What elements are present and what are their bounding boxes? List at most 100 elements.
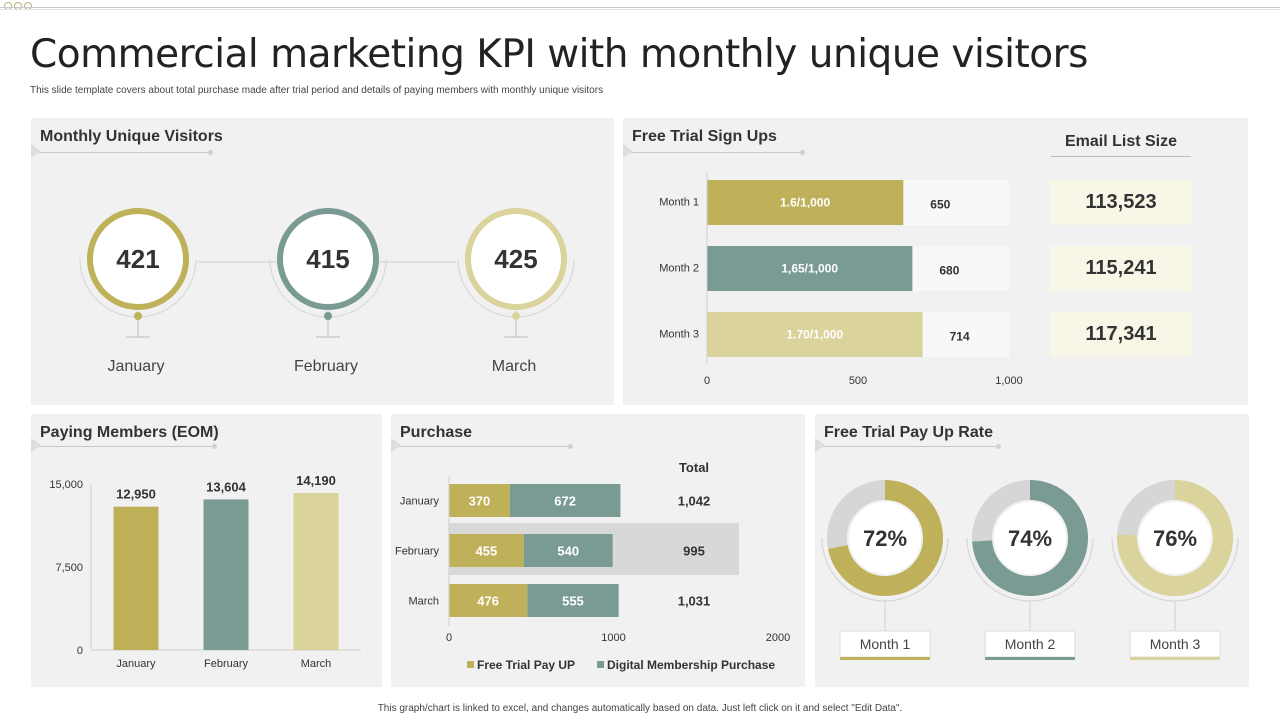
payup-donut-center xyxy=(994,502,1066,574)
paying-category-label: January xyxy=(116,658,156,670)
paying-members-title: Paying Members (EOM) xyxy=(40,424,219,441)
visitor-value: 415 xyxy=(306,244,349,274)
email-list-value: 115,241 xyxy=(1050,246,1192,291)
purchase-total-value: 995 xyxy=(683,544,705,559)
payup-month-label: Month 3 xyxy=(1150,636,1201,652)
purchase-segment-label: 540 xyxy=(557,544,579,559)
paying-members-chart: 0 7,500 15,000 12,950 January 13,604 February 1… xyxy=(49,473,361,670)
visitors-title-underline xyxy=(39,150,213,155)
signup-category-label: Month 1 xyxy=(659,197,699,209)
paying-members-title-underline xyxy=(39,444,217,449)
signup-bar xyxy=(707,180,904,225)
payup-value-label: 76% xyxy=(1153,526,1197,551)
purchase-total-value: 1,031 xyxy=(678,594,711,609)
payup-month-tab-underline xyxy=(985,657,1075,660)
purchase-segment-label: 672 xyxy=(554,494,576,509)
signup-bar xyxy=(707,312,923,357)
page-title: Commercial marketing KPI with monthly un… xyxy=(30,32,1089,77)
paying-bar xyxy=(113,506,159,650)
visitor-month-label: January xyxy=(108,358,165,375)
visitors-graphic: 421 January 415 February 425 March xyxy=(79,208,575,375)
visitor-ring xyxy=(465,208,567,310)
signup-tick-label: 1,000 xyxy=(995,375,1023,387)
payup-donut-value-arc xyxy=(828,480,943,596)
signup-value-label: 680 xyxy=(939,264,959,278)
signup-value-label: 650 xyxy=(930,198,950,212)
paying-members-title-marker xyxy=(31,438,41,452)
email-list-underline xyxy=(1051,156,1191,157)
signups-title-marker xyxy=(623,144,633,158)
payup-rate-title: Free Trial Pay Up Rate xyxy=(824,424,993,441)
page-subtitle: This slide template covers about total p… xyxy=(30,85,604,96)
payup-month-tab xyxy=(839,630,931,658)
visitors-panel: Monthly Unique Visitors 421 January 415 Feb… xyxy=(31,118,614,405)
purchase-segment-label: 555 xyxy=(562,594,584,609)
payup-rate-panel: Free Trial Pay Up Rate 72% Month 1 74% Mont… xyxy=(815,414,1249,687)
purchase-total-header: Total xyxy=(679,460,709,475)
purchase-title: Purchase xyxy=(400,424,473,441)
purchase-bar-segment xyxy=(449,534,524,567)
email-list-title: Email List Size xyxy=(1064,133,1178,150)
top-rule xyxy=(0,7,1280,8)
paying-bar xyxy=(203,499,249,650)
purchase-category-label: February xyxy=(395,546,440,558)
visitor-value: 425 xyxy=(494,244,537,274)
payup-value-label: 72% xyxy=(863,526,907,551)
purchase-total-value: 1,042 xyxy=(678,494,711,509)
footer-note: This graph/chart is linked to excel, and… xyxy=(377,703,903,714)
purchase-bar-segment xyxy=(527,584,619,617)
payup-rate-title-underline xyxy=(823,444,1001,449)
signups-chart: 1.6/1,000 650 Month 1 1,65/1,000 680 Month 2 1… xyxy=(659,173,1023,387)
payup-donut-value-arc xyxy=(972,480,1088,596)
visitor-dot xyxy=(512,312,520,320)
visitor-dot xyxy=(134,312,142,320)
visitor-month-label: March xyxy=(492,358,536,375)
purchase-title-underline xyxy=(399,444,573,449)
payup-month-label: Month 1 xyxy=(860,636,911,652)
paying-members-panel: Paying Members (EOM) 0 7,500 15,000 12,950 J… xyxy=(31,414,382,687)
paying-bar xyxy=(293,492,339,650)
purchase-title-marker xyxy=(391,438,401,452)
signup-tick-label: 0 xyxy=(704,375,710,387)
visitors-title-marker xyxy=(31,144,41,158)
payup-value-label: 74% xyxy=(1008,526,1052,551)
signup-tick-label: 500 xyxy=(849,375,867,387)
purchase-category-label: March xyxy=(408,596,439,608)
signup-bar-label: 1.6/1,000 xyxy=(780,196,830,210)
purchase-bar-segment xyxy=(523,534,613,567)
payup-donut-value-arc xyxy=(1117,480,1233,596)
purchase-chart: Total 370 672 1,042 January 455 540 995 February… xyxy=(395,460,790,672)
purchase-legend-swatch xyxy=(467,661,474,668)
signup-category-label: Month 2 xyxy=(659,263,699,275)
payup-month-tab-underline xyxy=(840,657,930,660)
signup-bar-label: 1.70/1,000 xyxy=(786,328,843,342)
purchase-bar-segment xyxy=(509,484,621,517)
signups-title-underline xyxy=(631,150,805,155)
purchase-tick-label: 2000 xyxy=(766,632,790,644)
visitor-ring xyxy=(87,208,189,310)
purchase-tick-label: 1000 xyxy=(601,632,625,644)
visitors-title: Monthly Unique Visitors xyxy=(40,128,223,145)
paying-tick-label: 7,500 xyxy=(55,562,83,574)
top-rule-secondary xyxy=(0,9,1280,10)
purchase-bar-segment xyxy=(449,484,510,517)
email-list-value: 113,523 xyxy=(1050,180,1192,225)
paying-value-label: 14,190 xyxy=(296,473,336,488)
paying-category-label: February xyxy=(204,658,249,670)
paying-tick-label: 15,000 xyxy=(49,479,83,491)
payup-month-label: Month 2 xyxy=(1005,636,1056,652)
visitor-ring xyxy=(277,208,379,310)
purchase-segment-label: 370 xyxy=(469,494,491,509)
purchase-legend-swatch xyxy=(597,661,604,668)
signup-category-label: Month 3 xyxy=(659,329,699,341)
email-list-value: 117,341 xyxy=(1050,312,1192,357)
purchase-tick-label: 0 xyxy=(446,632,452,644)
purchase-category-label: January xyxy=(400,496,440,508)
purchase-segment-label: 476 xyxy=(477,594,499,609)
signup-value-label: 714 xyxy=(950,330,970,344)
payup-donut-center xyxy=(1139,502,1211,574)
purchase-bar-segment xyxy=(449,584,528,617)
payup-donut-center xyxy=(849,502,921,574)
visitor-dot xyxy=(324,312,332,320)
